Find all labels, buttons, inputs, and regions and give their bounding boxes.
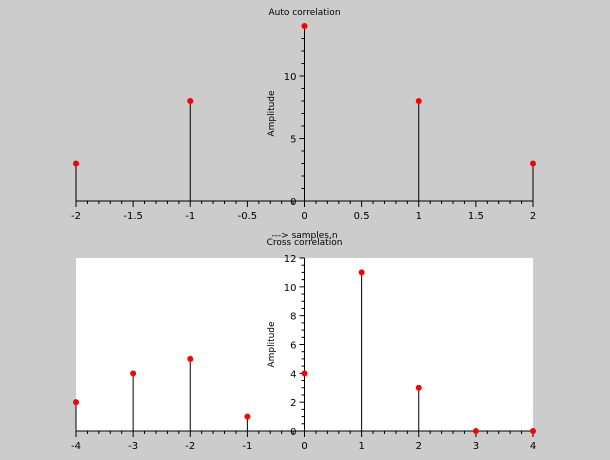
plot1-y-tick-label: 2 xyxy=(290,398,296,409)
plot0-stem-marker xyxy=(73,160,79,167)
plot0-x-axis-label: ---> samples,n xyxy=(271,231,337,241)
plot1-x-tick-label: 1 xyxy=(358,441,364,452)
plot1-stem-marker xyxy=(73,399,79,406)
plot1-y-tick-label: 6 xyxy=(290,341,296,352)
plot1-y-tick-label: 8 xyxy=(290,312,296,323)
plot0-x-tick-label: -2 xyxy=(71,211,81,222)
plot0-y-tick-label: 5 xyxy=(290,135,296,146)
plot1-stem-marker xyxy=(415,384,422,391)
plot1-x-tick-label: 0 xyxy=(301,441,307,452)
plot1-title: Cross correlation xyxy=(267,238,343,248)
plot1-x-tick-label: -1 xyxy=(242,441,252,452)
plot0-stem-marker xyxy=(187,98,194,104)
plot1-x-tick-label: -3 xyxy=(128,441,138,452)
plot1-x-tick-label: -4 xyxy=(71,441,81,452)
plot1-y-tick-label: 12 xyxy=(284,254,297,265)
plot0-y-axis-label: Amplitude xyxy=(267,90,277,137)
plot1-y-axis-label: Amplitude xyxy=(267,321,277,368)
plot1-stem-marker xyxy=(358,269,365,276)
plot0-y-tick-label: 10 xyxy=(284,72,297,83)
plot0-x-tick-label: -0.5 xyxy=(238,211,258,222)
plot1-stem-marker xyxy=(187,355,194,362)
plot1-stem-marker xyxy=(530,428,536,434)
plot0-stem-marker xyxy=(530,160,536,167)
plot0-title: Auto correlation xyxy=(268,8,340,18)
plot0-stem-marker xyxy=(301,23,308,29)
plot0-x-tick-label: 2 xyxy=(530,211,536,222)
plot1-x-tick-label: -2 xyxy=(185,441,195,452)
plot1-stem-marker xyxy=(472,428,479,434)
plot1-stem-marker xyxy=(301,370,308,377)
plot1-y-tick-label: 4 xyxy=(290,369,296,380)
plot0-x-tick-label: -1 xyxy=(185,211,195,222)
plot1-x-tick-label: 4 xyxy=(530,441,536,452)
plot1-stem-marker xyxy=(130,370,137,377)
plot0-x-tick-label: 0 xyxy=(301,211,307,222)
auto-correlation-plot: Auto correlation -2 -1.5 -1 -0.5 0 0.5 1 1.5 2 0 5 1… xyxy=(71,8,536,241)
plot1-x-tick-label: 2 xyxy=(416,441,422,452)
plot1-y-tick-label: 0 xyxy=(290,427,296,438)
plot1-stem-marker xyxy=(244,413,251,420)
plot0-y-tick-label: 0 xyxy=(290,197,296,208)
plot0-stem-marker xyxy=(415,98,422,104)
plot0-x-tick-label: 1.5 xyxy=(468,211,484,222)
plot0-x-tick-label: 1 xyxy=(416,211,422,222)
plot0-x-tick-label: -1.5 xyxy=(123,211,143,222)
plot1-y-tick-label: 10 xyxy=(284,283,297,294)
plot0-x-tick-label: 0.5 xyxy=(354,211,370,222)
plot1-x-tick-label: 3 xyxy=(473,441,479,452)
cross-correlation-plot: Cross correlation-4 -3 -2 -1 0 1 2 3 4024681012A… xyxy=(71,238,536,452)
